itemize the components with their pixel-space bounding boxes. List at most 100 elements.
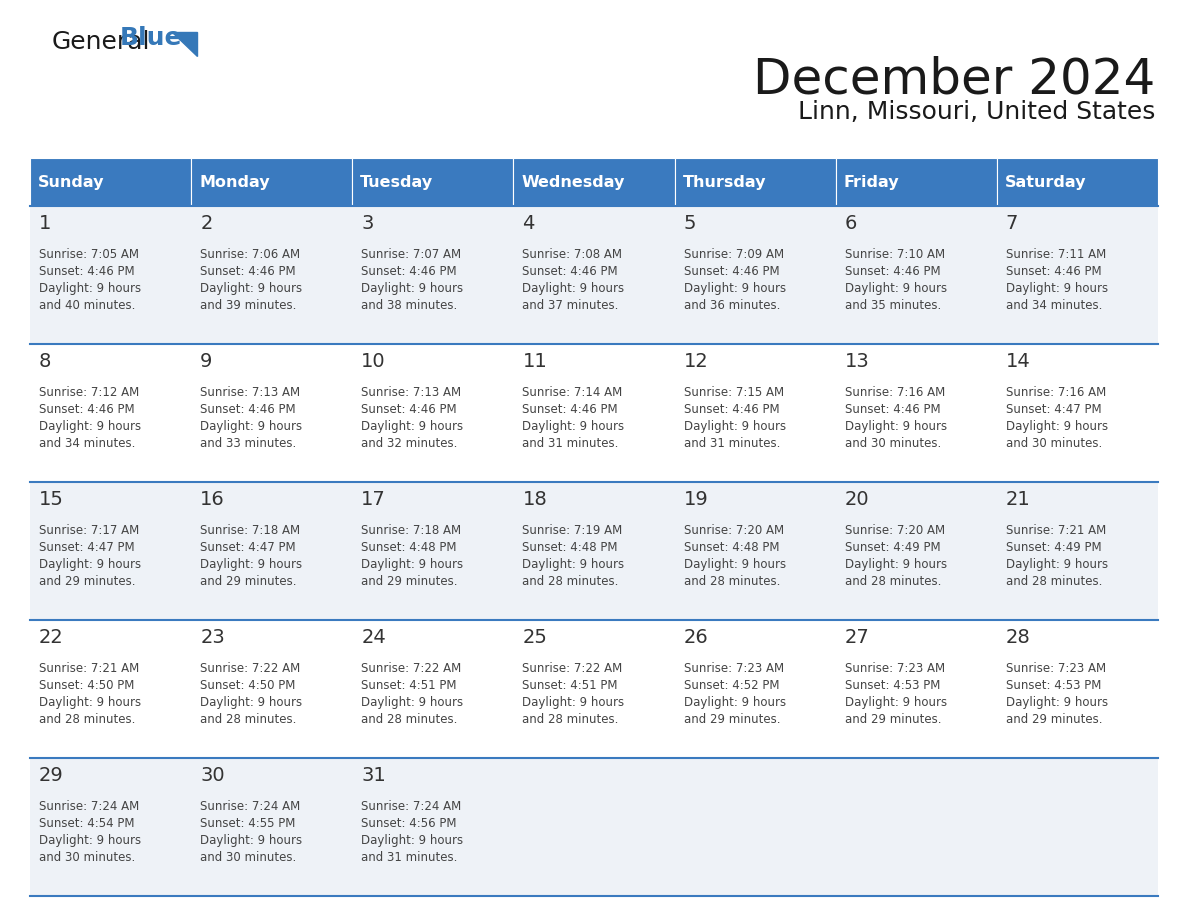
Text: Sunset: 4:46 PM: Sunset: 4:46 PM [39,403,134,416]
Text: Sunrise: 7:21 AM: Sunrise: 7:21 AM [39,662,139,675]
Text: Sunrise: 7:17 AM: Sunrise: 7:17 AM [39,524,139,537]
Text: Daylight: 9 hours: Daylight: 9 hours [1006,420,1108,433]
Text: 9: 9 [200,352,213,371]
Text: Sunrise: 7:12 AM: Sunrise: 7:12 AM [39,386,139,399]
Bar [997,206,1158,344]
Bar [30,158,191,206]
Text: Daylight: 9 hours: Daylight: 9 hours [39,696,141,709]
Text: Daylight: 9 hours: Daylight: 9 hours [845,420,947,433]
Text: 25: 25 [523,628,548,647]
Text: Daylight: 9 hours: Daylight: 9 hours [845,696,947,709]
Text: 15: 15 [39,490,64,509]
Bar [675,344,835,482]
Bar [30,344,191,482]
Text: 5: 5 [683,214,696,233]
Text: 30: 30 [200,766,225,785]
Text: Sunset: 4:46 PM: Sunset: 4:46 PM [683,403,779,416]
Text: Sunset: 4:47 PM: Sunset: 4:47 PM [200,541,296,554]
Text: Sunset: 4:53 PM: Sunset: 4:53 PM [1006,679,1101,692]
Text: Daylight: 9 hours: Daylight: 9 hours [523,420,625,433]
Bar [191,758,353,896]
Text: Sunrise: 7:23 AM: Sunrise: 7:23 AM [683,662,784,675]
Text: Friday: Friday [843,174,899,189]
Text: and 30 minutes.: and 30 minutes. [1006,437,1102,450]
Text: Sunrise: 7:16 AM: Sunrise: 7:16 AM [845,386,944,399]
Text: Sunrise: 7:22 AM: Sunrise: 7:22 AM [523,662,623,675]
Bar [30,206,191,344]
Text: 11: 11 [523,352,548,371]
Text: and 31 minutes.: and 31 minutes. [523,437,619,450]
Text: 2: 2 [200,214,213,233]
Text: and 29 minutes.: and 29 minutes. [200,575,297,588]
Bar [675,758,835,896]
Text: 23: 23 [200,628,225,647]
Text: Daylight: 9 hours: Daylight: 9 hours [1006,282,1108,295]
Text: and 28 minutes.: and 28 minutes. [1006,575,1102,588]
Text: and 29 minutes.: and 29 minutes. [39,575,135,588]
Text: Monday: Monday [200,174,270,189]
Text: and 32 minutes.: and 32 minutes. [361,437,457,450]
Text: Sunrise: 7:14 AM: Sunrise: 7:14 AM [523,386,623,399]
Text: Daylight: 9 hours: Daylight: 9 hours [845,282,947,295]
Text: 3: 3 [361,214,374,233]
Text: Sunrise: 7:23 AM: Sunrise: 7:23 AM [845,662,944,675]
Text: Sunrise: 7:24 AM: Sunrise: 7:24 AM [39,800,139,813]
Text: and 30 minutes.: and 30 minutes. [39,851,135,864]
Bar [191,482,353,620]
Text: and 28 minutes.: and 28 minutes. [845,575,941,588]
Text: Thursday: Thursday [683,174,766,189]
Text: Sunset: 4:46 PM: Sunset: 4:46 PM [523,403,618,416]
Text: 31: 31 [361,766,386,785]
Bar [997,158,1158,206]
Polygon shape [172,32,197,56]
Text: General: General [52,30,151,54]
Bar [835,482,997,620]
Text: Daylight: 9 hours: Daylight: 9 hours [523,696,625,709]
Text: Sunrise: 7:11 AM: Sunrise: 7:11 AM [1006,248,1106,261]
Text: 13: 13 [845,352,870,371]
Text: Sunset: 4:46 PM: Sunset: 4:46 PM [200,265,296,278]
Text: and 28 minutes.: and 28 minutes. [523,713,619,726]
Text: 24: 24 [361,628,386,647]
Bar [997,620,1158,758]
Text: Sunset: 4:56 PM: Sunset: 4:56 PM [361,817,456,830]
Text: and 37 minutes.: and 37 minutes. [523,299,619,312]
Bar [353,158,513,206]
Text: Daylight: 9 hours: Daylight: 9 hours [39,558,141,571]
Text: Daylight: 9 hours: Daylight: 9 hours [39,420,141,433]
Text: Sunset: 4:46 PM: Sunset: 4:46 PM [1006,265,1101,278]
Text: 4: 4 [523,214,535,233]
Bar [997,344,1158,482]
Text: and 36 minutes.: and 36 minutes. [683,299,781,312]
Text: Sunset: 4:46 PM: Sunset: 4:46 PM [39,265,134,278]
Text: Sunrise: 7:21 AM: Sunrise: 7:21 AM [1006,524,1106,537]
Text: Daylight: 9 hours: Daylight: 9 hours [361,558,463,571]
Text: Sunday: Sunday [38,174,105,189]
Text: and 40 minutes.: and 40 minutes. [39,299,135,312]
Text: Daylight: 9 hours: Daylight: 9 hours [361,282,463,295]
Text: 20: 20 [845,490,870,509]
Text: Daylight: 9 hours: Daylight: 9 hours [361,420,463,433]
Text: Sunset: 4:48 PM: Sunset: 4:48 PM [523,541,618,554]
Bar [513,206,675,344]
Text: Sunrise: 7:18 AM: Sunrise: 7:18 AM [200,524,301,537]
Text: Sunrise: 7:13 AM: Sunrise: 7:13 AM [200,386,301,399]
Text: and 29 minutes.: and 29 minutes. [845,713,941,726]
Text: Sunrise: 7:20 AM: Sunrise: 7:20 AM [845,524,944,537]
Text: Daylight: 9 hours: Daylight: 9 hours [845,558,947,571]
Bar [353,206,513,344]
Text: Sunrise: 7:08 AM: Sunrise: 7:08 AM [523,248,623,261]
Text: and 28 minutes.: and 28 minutes. [361,713,457,726]
Text: Sunset: 4:48 PM: Sunset: 4:48 PM [683,541,779,554]
Text: Daylight: 9 hours: Daylight: 9 hours [1006,558,1108,571]
Bar [353,482,513,620]
Bar [353,620,513,758]
Text: 22: 22 [39,628,64,647]
Text: and 28 minutes.: and 28 minutes. [200,713,297,726]
Text: Linn, Missouri, United States: Linn, Missouri, United States [797,100,1155,124]
Text: 16: 16 [200,490,225,509]
Text: Sunrise: 7:23 AM: Sunrise: 7:23 AM [1006,662,1106,675]
Text: Sunrise: 7:07 AM: Sunrise: 7:07 AM [361,248,461,261]
Text: December 2024: December 2024 [753,55,1155,103]
Bar [835,206,997,344]
